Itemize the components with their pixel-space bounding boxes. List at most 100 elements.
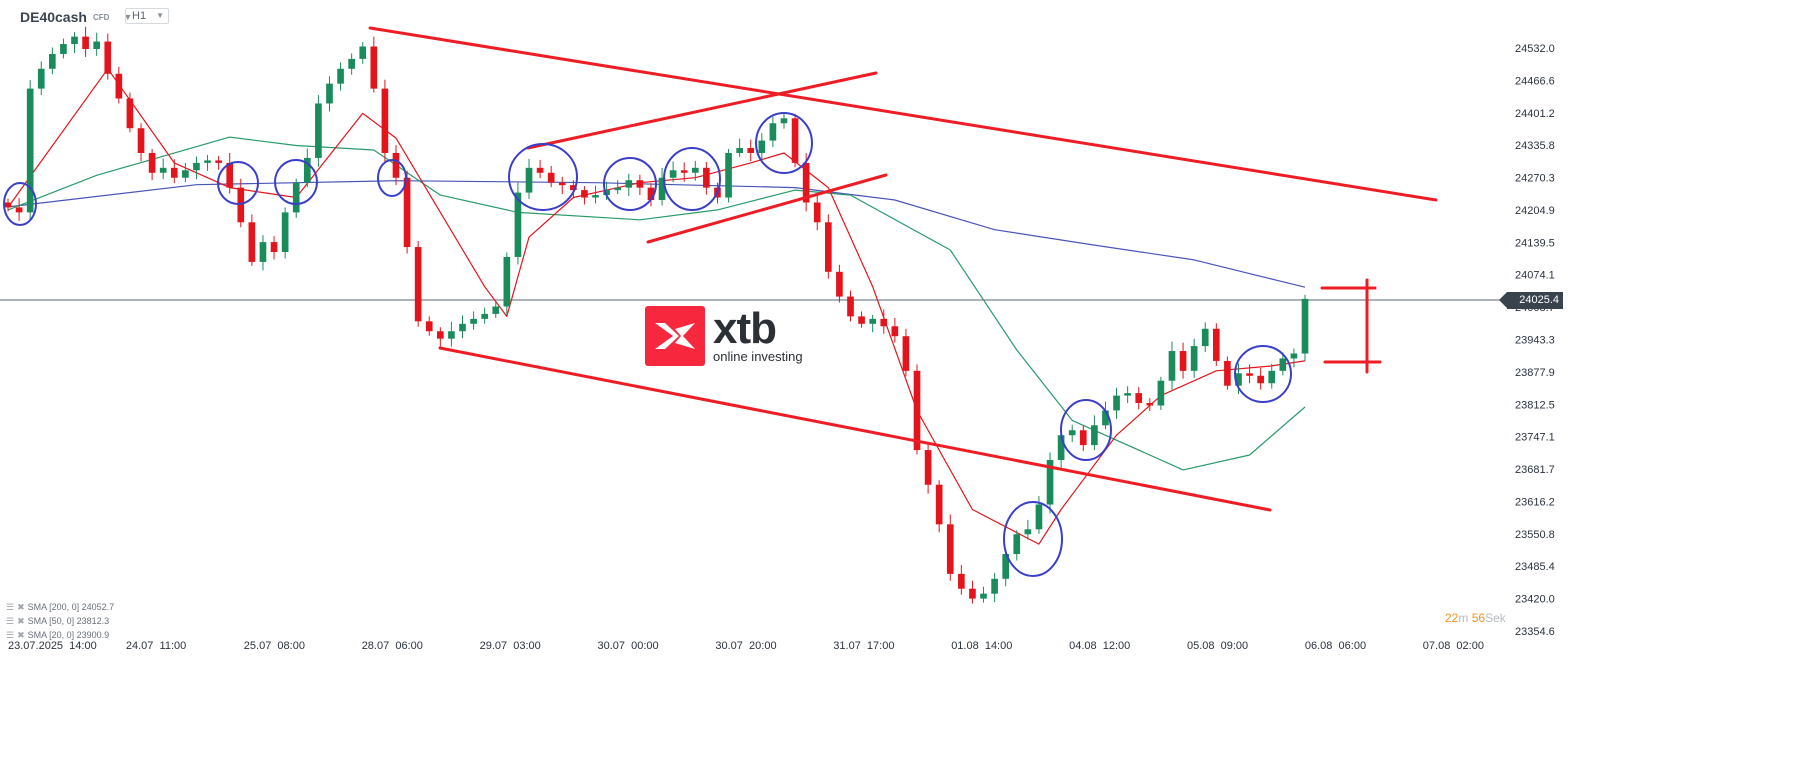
candle <box>880 309 888 334</box>
highlight-circle[interactable] <box>508 143 578 211</box>
highlight-circle[interactable] <box>1060 399 1112 461</box>
x-tick-label: 06.08 06:00 <box>1305 640 1366 652</box>
candle-body <box>1124 393 1131 396</box>
candle-body <box>1257 375 1264 384</box>
candle-body <box>492 306 500 314</box>
legend-sma20: ☰ ✖ SMA [20, 0] 23900.9 <box>6 628 114 642</box>
candle-body <box>1235 373 1242 386</box>
logo-brand: xtb <box>713 303 777 353</box>
candle-body <box>791 118 799 163</box>
x-tick-label: 24.07 11:00 <box>126 640 186 652</box>
x-tick-label: 23.07.2025 14:00 <box>8 640 97 652</box>
candle <box>1024 519 1032 540</box>
candle-body <box>170 167 178 178</box>
candle <box>813 193 821 231</box>
candle-body <box>836 271 843 297</box>
candle-body <box>614 187 622 191</box>
highlight-circle[interactable] <box>663 147 721 211</box>
candle-body <box>736 148 743 153</box>
candle <box>1124 386 1131 404</box>
candle-body <box>869 318 876 324</box>
candle <box>71 32 78 53</box>
candle <box>1190 338 1198 378</box>
candle <box>215 155 222 170</box>
candle <box>425 316 433 336</box>
highlight-circle[interactable] <box>1234 345 1292 403</box>
candle-body <box>60 44 67 54</box>
candle-body <box>1168 351 1176 381</box>
candle-body <box>414 247 422 322</box>
y-tick-label: 23747.1 <box>1515 432 1555 444</box>
settings-icon[interactable]: ☰ <box>6 616 15 626</box>
candle-body <box>270 242 278 253</box>
candle-body <box>603 190 610 196</box>
candle-body <box>403 177 411 248</box>
timeframe-value: H1 <box>132 10 147 22</box>
highlight-circle[interactable] <box>217 161 259 205</box>
y-tick-label: 24466.6 <box>1515 75 1555 87</box>
chevron-down-icon[interactable]: ▼ <box>123 12 133 22</box>
wedge-upper-trendline[interactable] <box>526 71 878 150</box>
x-tick-label: 04.08 12:00 <box>1069 640 1130 652</box>
y-tick-label: 23877.9 <box>1515 367 1555 379</box>
candle-body <box>15 207 23 213</box>
highlight-circle[interactable] <box>1003 501 1063 577</box>
candle-body <box>237 187 245 223</box>
candle-body <box>1268 370 1276 384</box>
highlight-circle[interactable] <box>274 159 318 205</box>
candle <box>1146 398 1154 411</box>
upper-channel-trendline[interactable] <box>368 26 1438 202</box>
candle-body <box>924 450 932 485</box>
y-tick-label: 23354.6 <box>1515 626 1555 638</box>
candle-body <box>215 160 222 163</box>
close-icon[interactable]: ✖ <box>17 616 25 626</box>
candle <box>625 173 633 197</box>
candle <box>1113 387 1120 419</box>
close-icon[interactable]: ✖ <box>17 630 25 640</box>
candle-body <box>1135 393 1143 404</box>
settings-icon[interactable]: ☰ <box>6 602 15 612</box>
candle <box>636 174 644 196</box>
highlight-circle[interactable] <box>755 112 813 174</box>
candle <box>337 62 344 91</box>
legend-label: SMA [50, 0] 23812.3 <box>27 616 110 626</box>
y-tick-label: 24401.2 <box>1515 108 1555 120</box>
timeframe-select[interactable]: H1 ▼ <box>125 8 169 24</box>
candle-body <box>547 172 555 183</box>
highlight-circle[interactable] <box>377 159 407 197</box>
candle <box>1224 356 1231 390</box>
highlight-circles[interactable] <box>3 112 1292 577</box>
candle <box>736 138 743 157</box>
wedge-lower-trendline[interactable] <box>646 173 888 244</box>
candle-body <box>636 180 644 188</box>
symbol-selector[interactable]: DE40cash CFD ▼ <box>20 9 132 25</box>
candle-body <box>381 88 389 153</box>
candle <box>503 252 511 315</box>
candle <box>946 514 954 581</box>
lower-channel-trendline[interactable] <box>438 346 1272 512</box>
y-tick-label: 23681.7 <box>1515 464 1555 476</box>
y-tick-label: 24335.8 <box>1515 140 1555 152</box>
candle <box>381 79 389 162</box>
settings-icon[interactable]: ☰ <box>6 630 15 640</box>
highlight-circle[interactable] <box>3 182 37 226</box>
candle-body <box>725 152 732 198</box>
candle-body <box>326 83 333 104</box>
candle-body <box>1024 529 1032 535</box>
y-tick-label: 24204.9 <box>1515 205 1555 217</box>
xtb-logo: xtb online investing <box>645 306 803 366</box>
candle-body <box>625 180 633 188</box>
candle-body <box>1212 328 1220 361</box>
candle-body <box>392 152 400 178</box>
candle <box>1268 363 1276 389</box>
xtb-logo-mark <box>645 306 705 366</box>
candle-body <box>1102 410 1109 426</box>
candle <box>392 145 400 186</box>
candle-body <box>359 46 367 59</box>
highlight-circle[interactable] <box>603 157 657 211</box>
timer-seconds-unit: Sek <box>1485 611 1506 625</box>
close-icon[interactable]: ✖ <box>17 602 25 612</box>
candle <box>1046 452 1054 514</box>
drawings[interactable] <box>368 26 1438 512</box>
